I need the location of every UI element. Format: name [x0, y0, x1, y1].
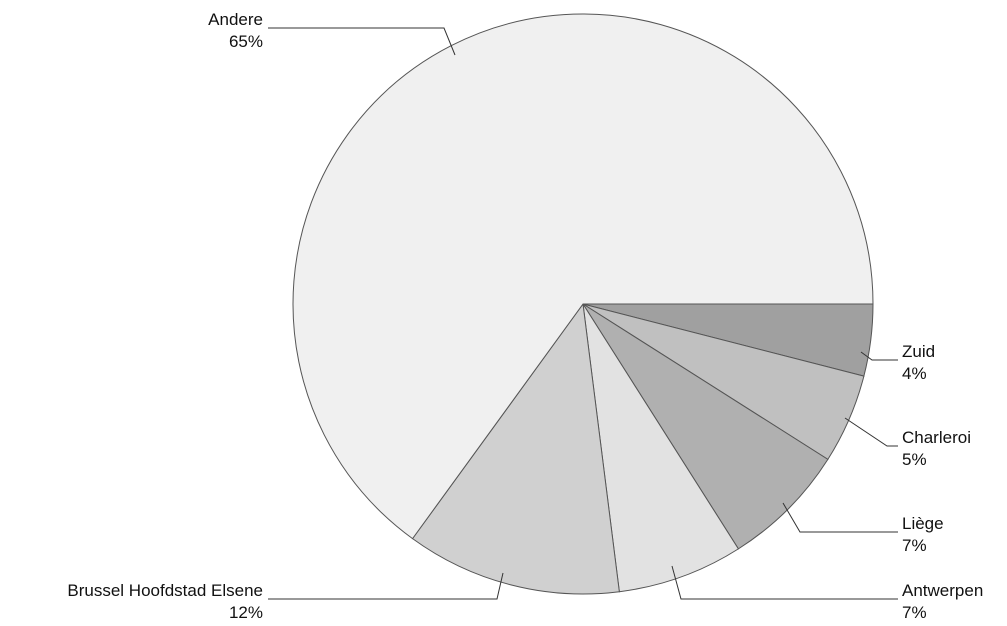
slice-labels: Zuid 4% Charleroi 5% Liège 7% Antwerpen 7% Bruss…: [67, 10, 983, 622]
pie-slice-antwerpen: [582, 303, 740, 593]
leader-line: [860, 351, 898, 361]
pie-slice-brussel-hoofdstad-elsene: [411, 302, 620, 595]
leader-lines: [268, 27, 898, 600]
slice-label-name: Brussel Hoofdstad Elsene: [67, 581, 263, 600]
slice-label: Zuid 4%: [902, 342, 935, 383]
leader-line: [268, 572, 504, 600]
slice-label: Andere 65%: [208, 10, 263, 51]
slice-label-name: Antwerpen: [902, 581, 983, 600]
slice-label-value: 4%: [902, 364, 927, 383]
leader-line: [671, 565, 898, 600]
slice-label: Charleroi 5%: [902, 428, 971, 469]
slice-label-name: Andere: [208, 10, 263, 29]
leader-line: [268, 27, 456, 56]
slice-label-value: 7%: [902, 536, 927, 555]
pie-slice-li-ge: [582, 303, 829, 550]
slice-label: Brussel Hoofdstad Elsene 12%: [67, 581, 263, 622]
slice-label-value: 12%: [229, 603, 263, 622]
leader-line: [782, 502, 898, 533]
slice-label-value: 5%: [902, 450, 927, 469]
slice-label: Antwerpen 7%: [902, 581, 983, 622]
slice-label-name: Charleroi: [902, 428, 971, 447]
slice-label-value: 65%: [229, 32, 263, 51]
leader-line: [844, 417, 898, 447]
slice-label-name: Zuid: [902, 342, 935, 361]
slice-label-name: Liège: [902, 514, 944, 533]
slice-label: Liège 7%: [902, 514, 944, 555]
pie-slices: [292, 13, 874, 595]
slice-label-value: 7%: [902, 603, 927, 622]
